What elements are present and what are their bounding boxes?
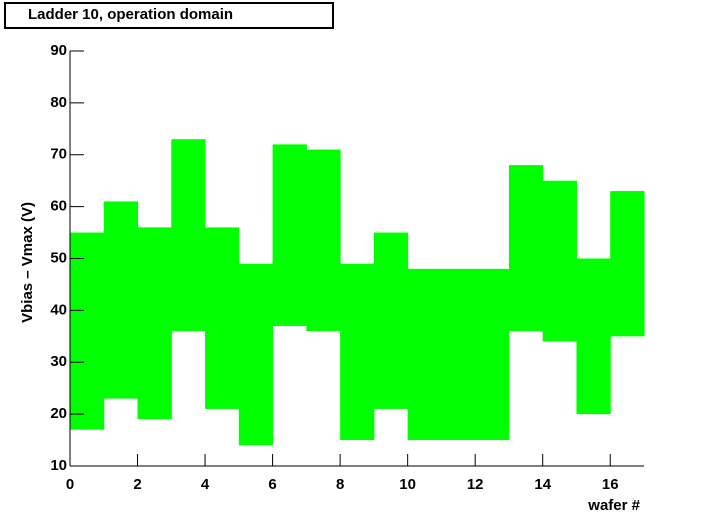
x-tick-label: 8 <box>336 476 344 493</box>
bar <box>576 258 611 415</box>
bar <box>610 191 645 337</box>
x-tick-label: 16 <box>602 476 619 493</box>
y-tick-label: 60 <box>50 198 67 215</box>
x-tick-label: 14 <box>534 476 551 493</box>
bar <box>171 139 206 332</box>
y-tick-label: 50 <box>50 249 67 266</box>
x-tick-label: 12 <box>467 476 484 493</box>
x-tick-label: 0 <box>66 476 74 493</box>
bar <box>407 268 442 441</box>
bar <box>373 232 409 409</box>
bar <box>340 263 375 441</box>
y-tick-label: 80 <box>50 94 67 111</box>
y-tick-label: 70 <box>50 146 67 163</box>
y-tick-label: 40 <box>50 301 67 318</box>
bar <box>272 144 307 326</box>
y-tick-label: 90 <box>50 42 67 59</box>
y-tick-label: 10 <box>50 457 67 474</box>
x-tick-label: 10 <box>399 476 416 493</box>
x-tick-label: 6 <box>268 476 276 493</box>
bar <box>508 165 544 332</box>
bar <box>306 149 341 332</box>
bar <box>441 268 476 441</box>
bar <box>542 180 577 342</box>
bar <box>103 201 139 399</box>
bar <box>70 232 105 430</box>
y-tick-label: 30 <box>50 353 67 370</box>
x-tick-label: 2 <box>133 476 141 493</box>
x-axis-label: wafer # <box>587 497 640 514</box>
chart-title: Ladder 10, operation domain <box>28 6 233 23</box>
bar <box>475 268 510 441</box>
y-axis-label: Vbias – Vmax (V) <box>19 202 36 323</box>
bar <box>137 227 172 420</box>
y-tick-label: 20 <box>50 405 67 422</box>
title-box <box>4 2 334 29</box>
x-tick-label: 4 <box>201 476 210 493</box>
bar <box>205 227 240 409</box>
bar <box>238 263 274 446</box>
